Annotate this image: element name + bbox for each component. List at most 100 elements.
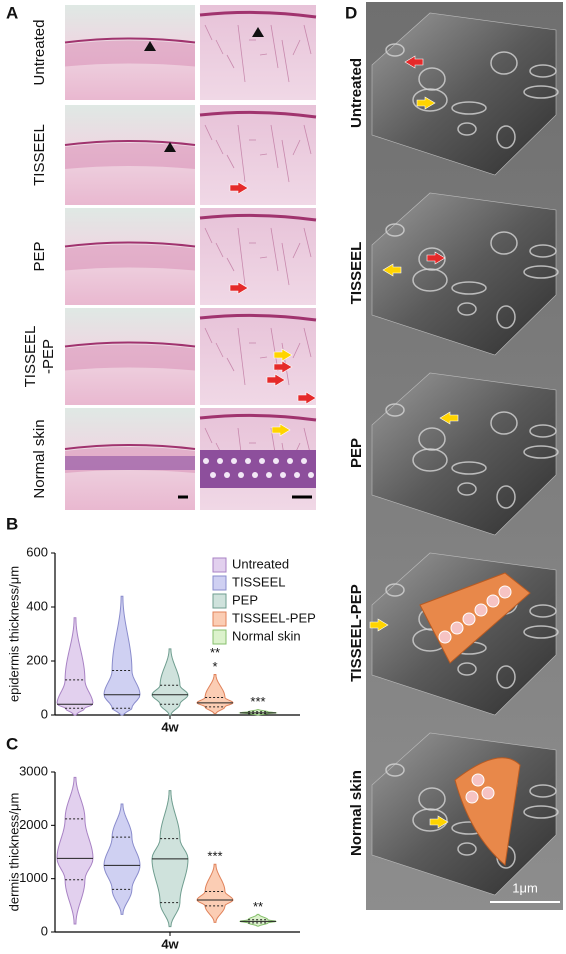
epidermis-line [64,140,196,146]
arrow [382,263,402,277]
violin [238,709,278,716]
significance: *** [207,849,222,864]
tissue-structure [490,411,518,435]
tissue-band [65,40,195,67]
tissue-structure [418,247,446,271]
chondrocyte [308,472,314,478]
legend-swatch [212,611,227,627]
epidermis-line [199,413,317,422]
fiber [270,227,279,272]
fiber [292,139,301,156]
fiber [292,242,301,259]
triangle-marker [252,27,264,37]
fiber [281,39,290,83]
fiber [303,24,312,55]
tissue-structure [385,403,405,417]
cartilage [65,456,195,470]
chondrocyte [217,458,223,464]
arrow [369,618,389,632]
epidermis-line [199,10,317,19]
significance: ** [210,645,220,660]
panel-label: B [6,514,18,533]
fiber [259,153,268,156]
row-label: TISSEEL [31,124,48,186]
tissue-structure [451,461,487,475]
y-tick-label: 3000 [19,763,48,778]
significance: * [212,659,217,674]
tissue-structure [523,805,559,819]
tissue-structure [412,268,448,292]
legend-label: Untreated [232,556,289,571]
violin [103,803,141,915]
violin [196,863,234,923]
tissue-structure [385,763,405,777]
epidermis-line [64,241,196,248]
tissue-structure [496,665,516,689]
row-label: Normal skin [348,770,365,856]
chondrocyte [301,458,307,464]
y-tick-label: 0 [41,706,48,721]
chondrocyte [210,472,216,478]
arrow [416,96,436,110]
fiber [281,139,290,183]
legend-swatch [212,593,227,609]
tissue-structure [457,842,477,856]
row-label: Normal skin [31,419,48,498]
tissue-structure [490,231,518,255]
violin [103,595,141,716]
epidermis-line [199,213,317,222]
tissue-structure [385,43,405,57]
scale-label: 1μm [512,880,538,895]
tissue-structure [457,662,477,676]
arrow [297,391,317,405]
micrograph [200,5,316,100]
row-label: Untreated [31,20,48,86]
chondrocyte [287,458,293,464]
arrow [266,373,286,387]
tissue-structure [496,125,516,149]
legend-label: TISSEEL [232,574,285,589]
epidermis-line [64,37,196,44]
fiber [292,342,301,359]
y-tick-label: 2000 [19,817,48,832]
tissue-structure [529,64,557,78]
fiber [215,139,224,155]
row-label: TISSEEL [348,242,365,305]
row-label: PEP [348,438,365,468]
y-tick-label: 200 [26,652,48,667]
cell [465,790,479,804]
tissue-structure [412,448,448,472]
cell [474,603,488,617]
cell [462,612,476,626]
epidermis-line [64,341,196,348]
fiber [237,124,246,183]
fiber [237,24,246,83]
tissue-structure [418,67,446,91]
row-label: PEP [31,241,48,271]
chondrocyte [231,458,237,464]
cell [481,786,495,800]
fiber [303,124,312,155]
chondrocyte [266,472,272,478]
tissue-structure [496,485,516,509]
y-tick-label: 600 [26,544,48,559]
legend-swatch [212,575,227,591]
fiber [204,427,213,444]
chondrocyte [203,458,209,464]
chondrocyte [280,472,286,478]
y-tick-label: 1000 [19,870,48,885]
cell [498,585,512,599]
fiber [204,24,213,41]
tissue-structure [523,265,559,279]
tissue-band [65,143,195,169]
epidermis-line [199,313,317,322]
follicle [454,757,521,866]
tissue-structure [529,424,557,438]
chondrocyte [224,472,230,478]
arrow [404,55,424,69]
violin [239,913,277,927]
legend-swatch [212,629,227,645]
cell [438,630,452,644]
triangle-marker [144,41,156,51]
violin [151,648,189,716]
